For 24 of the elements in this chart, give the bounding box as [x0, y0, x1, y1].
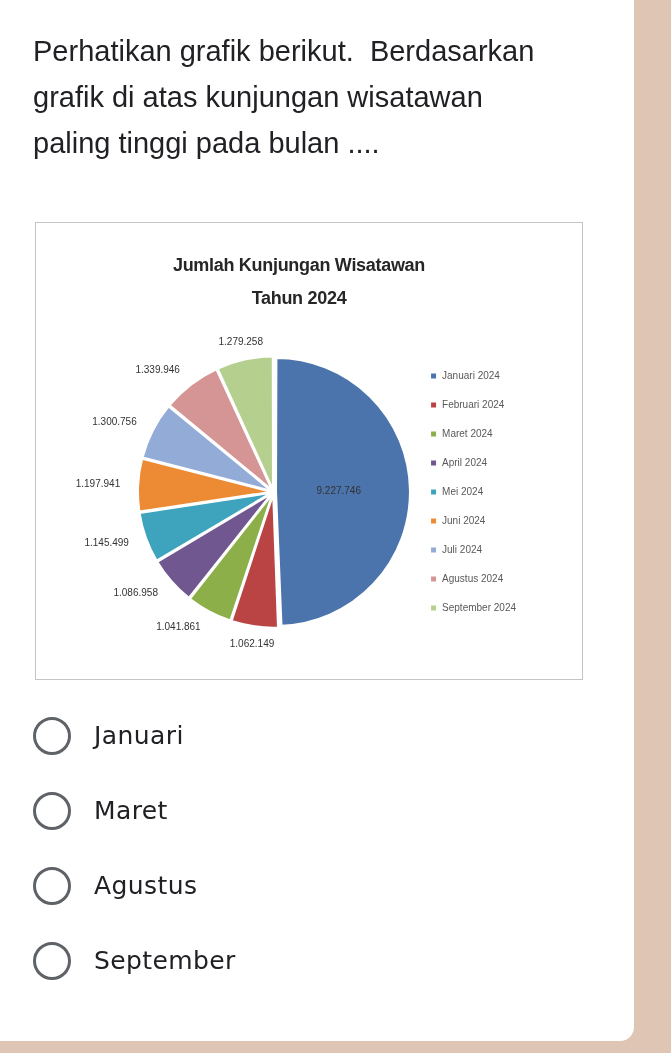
data-label: 1.041.861 [156, 620, 202, 632]
legend-label: Juli 2024 [442, 543, 483, 555]
legend-label: September 2024 [442, 601, 517, 613]
legend-label: Mei 2024 [442, 485, 484, 497]
data-label: 1.339.946 [135, 364, 181, 376]
text: September [94, 945, 236, 977]
data-label: 1.062.149 [229, 637, 275, 649]
chart-title: Jumlah Kunjungan Wisatawan Tahun 2024 [171, 254, 427, 310]
data-label: 1.300.756 [92, 416, 138, 428]
legend-label: Juni 2024 [442, 514, 486, 526]
data-label: 1.086.958 [113, 586, 159, 598]
text: Agustus [94, 870, 198, 902]
legend-label: April 2024 [442, 456, 488, 468]
data-label: 1.145.499 [84, 537, 130, 549]
data-label: 1.279.258 [218, 335, 264, 347]
legend-label: Februari 2024 [442, 398, 505, 410]
data-label: 9.227.746 [316, 484, 362, 496]
text: Januari [94, 720, 184, 752]
data-label: 1.197.941 [75, 477, 121, 489]
legend-label: Januari 2024 [442, 369, 501, 381]
text: Maret [94, 795, 168, 827]
legend-label: Maret 2024 [442, 427, 494, 439]
text: Perhatikan grafik berikut. Berdasarkan grafik di atas kunjungan wisatawan paling tinggi pada bulan .... [33, 34, 536, 161]
legend-label: Agustus 2024 [442, 572, 504, 584]
